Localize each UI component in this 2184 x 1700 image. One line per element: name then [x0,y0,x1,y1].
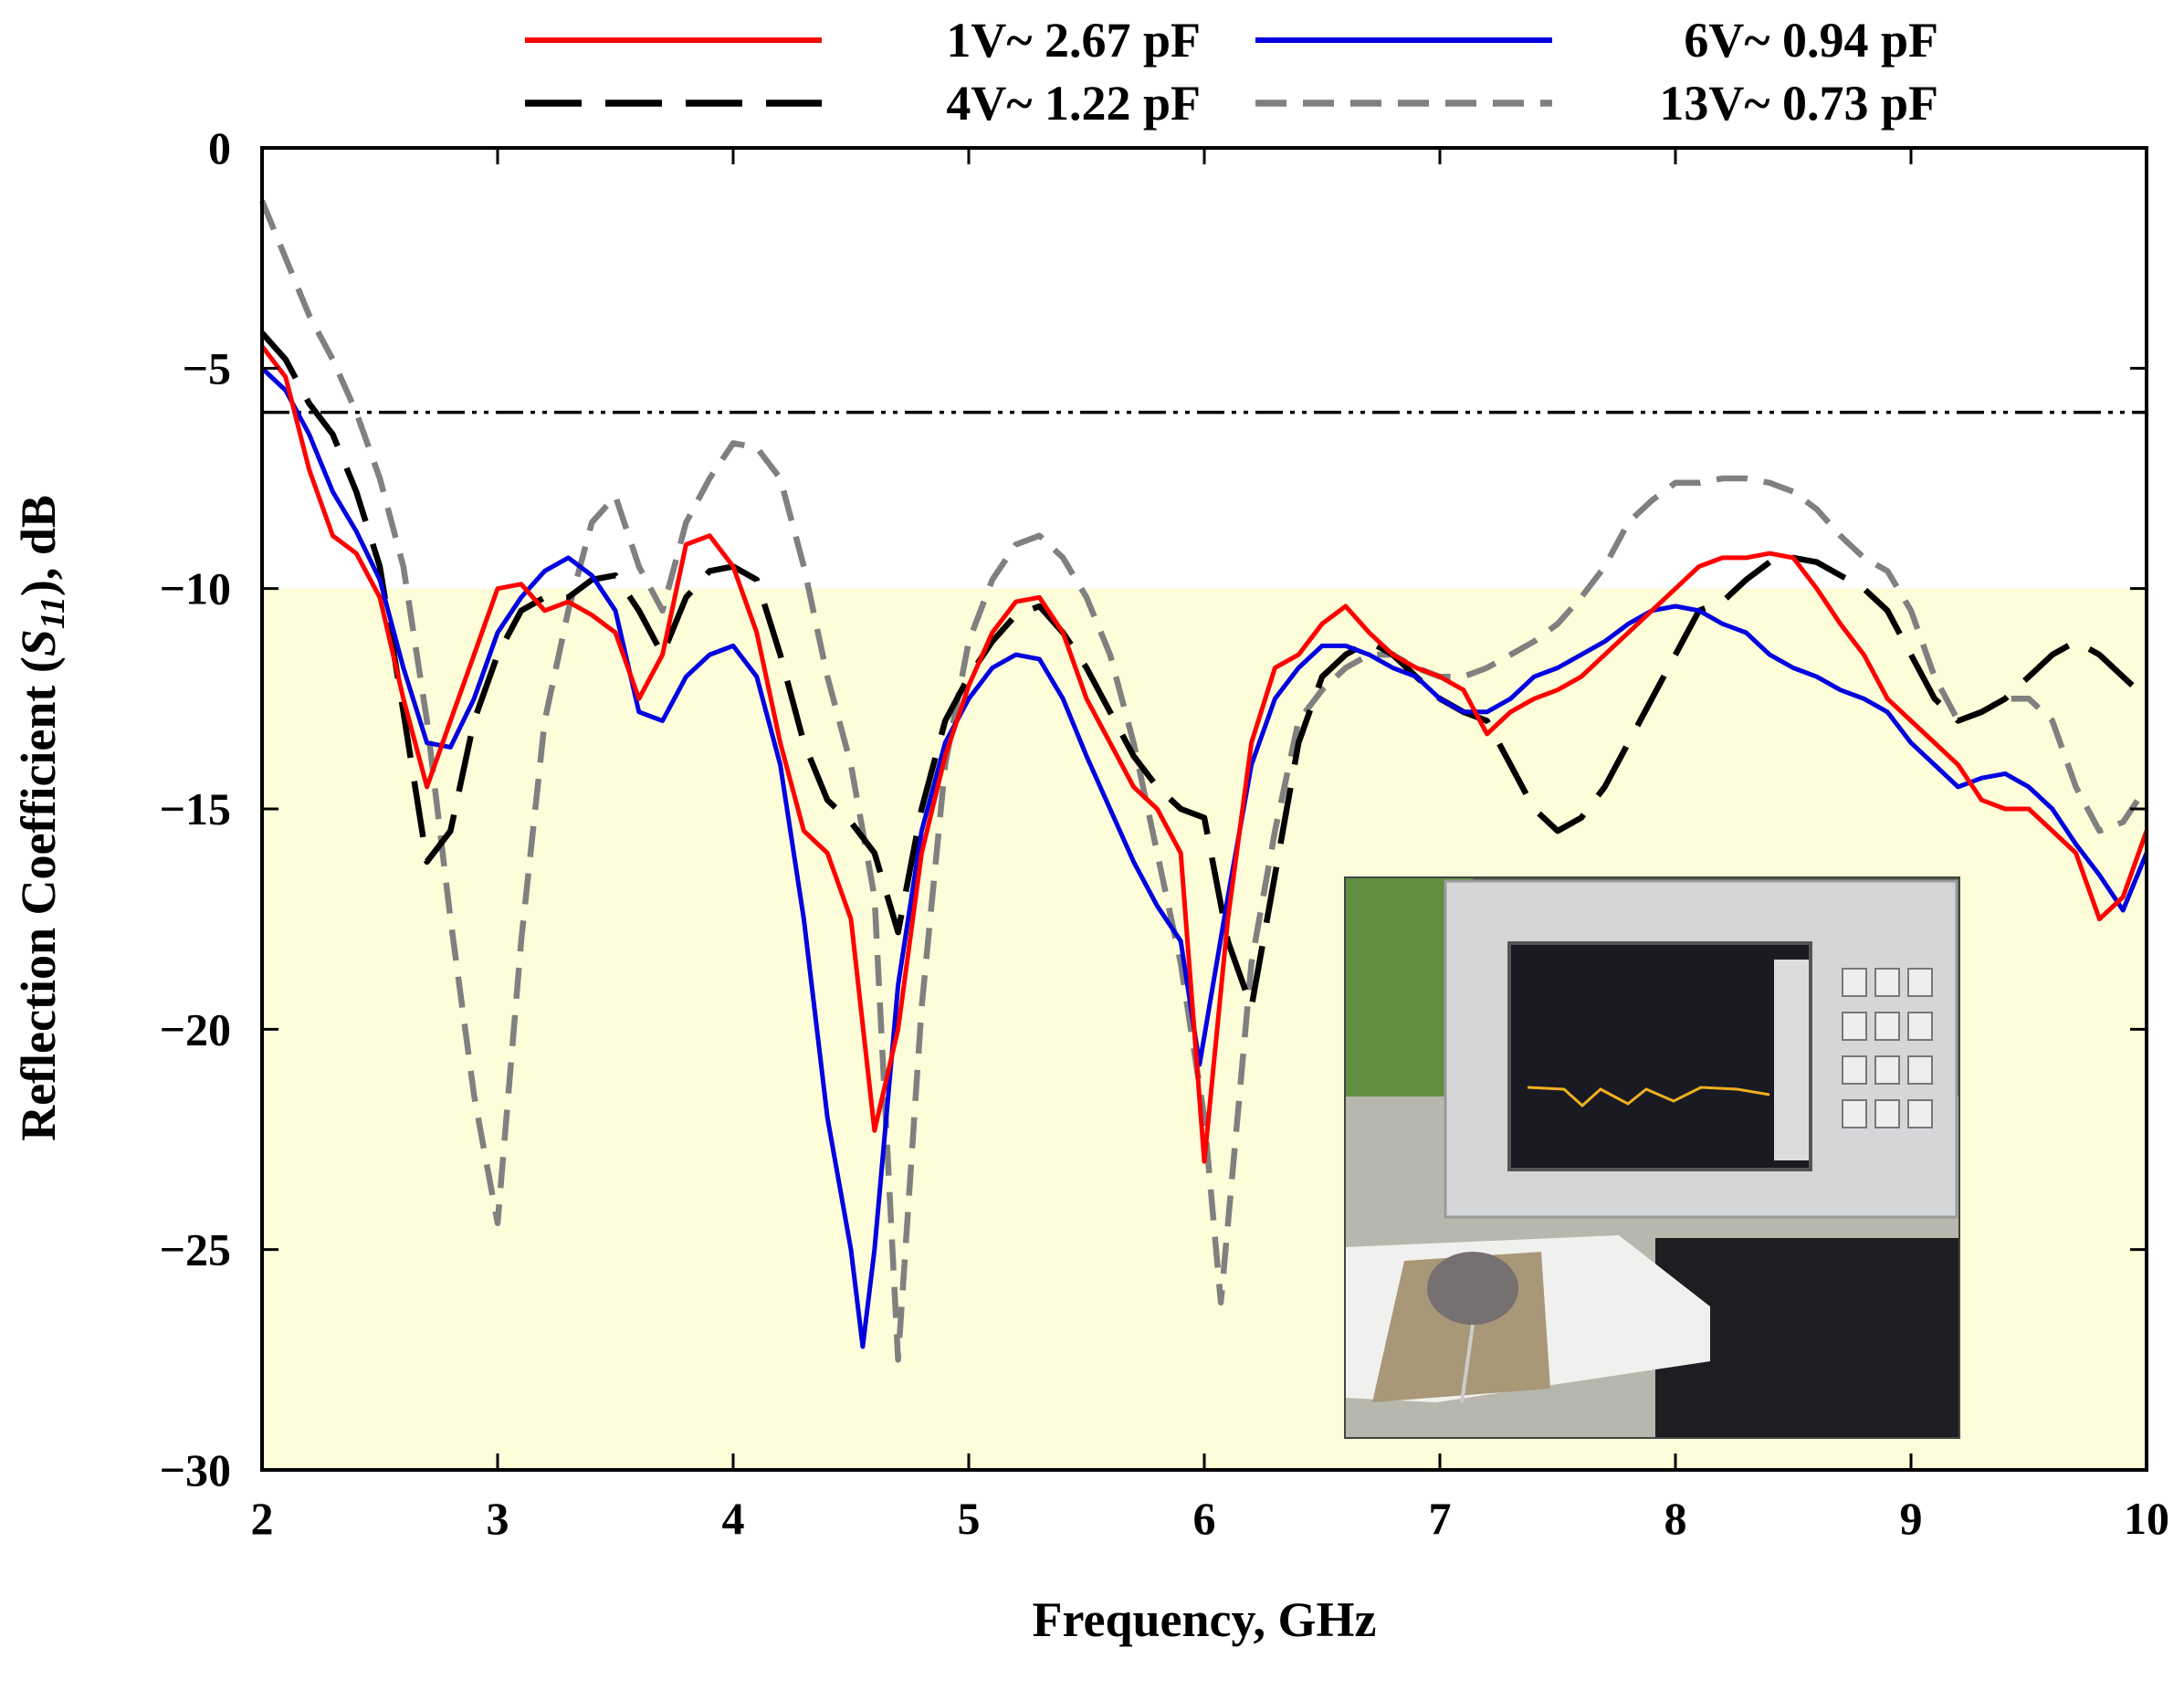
x-tick-label: 6 [1193,1493,1216,1544]
y-tick-label: −10 [160,563,232,614]
series-lines [258,199,2149,1363]
y-tick-label: 0 [208,122,231,173]
legend-label-2: 6V~ 0.94 pF [1684,13,1938,68]
inset-screen-menu [1774,960,1809,1160]
inset-analyzer-key [1874,1055,1900,1085]
y-axis-title-prefix: Reflection Coefficient ( [11,656,66,1141]
legend-label-0: 1V~ 2.67 pF [946,13,1201,68]
series-line-3 [258,199,2149,1363]
x-tick-label: 3 [487,1493,509,1544]
y-axis-title-subscript: 11 [34,596,72,629]
inset-analyzer-screen [1507,941,1812,1171]
y-axis-title: Reflection Coefficient (S11), dB [11,495,72,1141]
series-line-0 [260,344,2149,1164]
x-tick-label: 4 [722,1493,745,1544]
y-axis-title-suffix: ), dB [11,495,66,596]
series-line-1 [259,331,2149,1011]
inset-analyzer-key [1874,968,1900,997]
inset-analyzer-key [1874,1012,1900,1041]
inset-analyzer-key [1907,1012,1933,1041]
inset-analyzer-key [1907,1055,1933,1085]
inset-analyzer-key [1907,968,1933,997]
x-axis-title: Frequency, GHz [1033,1592,1377,1647]
y-tick-label: −25 [160,1224,232,1275]
inset-antenna-patch [1427,1252,1518,1325]
y-tick-label: −30 [160,1444,232,1495]
y-tick-label: −5 [183,342,232,394]
inset-analyzer-key [1907,1099,1933,1128]
x-tick-label: 9 [1900,1493,1923,1544]
inset-analyzer-key [1842,968,1867,997]
y-tick-label: −15 [160,783,232,834]
y-axis-title-symbol: S [11,629,66,656]
legend-label-1: 4V~ 1.22 pF [946,76,1201,131]
inset-analyzer-key [1842,1099,1867,1128]
y-tick-label: −20 [160,1003,232,1055]
inset-feed-line [1460,1324,1475,1403]
inset-screen-trace [1527,1086,1770,1108]
x-tick-label: 8 [1664,1493,1687,1544]
legend-label-3: 13V~ 0.73 pF [1659,76,1938,131]
x-tick-label: 2 [251,1493,274,1544]
x-tick-label: 7 [1429,1493,1452,1544]
x-tick-label: 5 [958,1493,981,1544]
axis-ticks: 2 3 4 5 6 7 8 9 10 0 −5 −10 −15 −20 −25 −30 [160,122,2170,1544]
inset-analyzer-key [1842,1012,1867,1041]
inset-analyzer-key [1842,1055,1867,1085]
x-tick-label: 10 [2124,1493,2169,1544]
inset-analyzer-key [1874,1099,1900,1128]
inset-border [1344,876,1960,1439]
inset-photo [1344,876,1960,1439]
legend: 1V~ 2.67 pF 6V~ 0.94 pF 4V~ 1.22 pF 13V~ 0.… [525,13,1938,131]
